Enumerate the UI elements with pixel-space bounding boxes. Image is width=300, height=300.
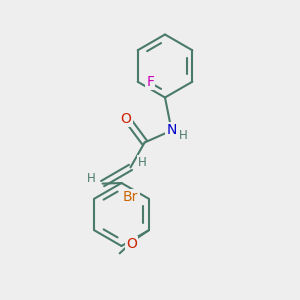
Text: H: H	[87, 172, 96, 185]
Text: O: O	[126, 237, 137, 251]
Text: N: N	[167, 124, 177, 137]
Text: F: F	[146, 75, 154, 89]
Text: H: H	[178, 129, 188, 142]
Text: Br: Br	[123, 190, 139, 204]
Text: H: H	[137, 155, 146, 169]
Text: O: O	[121, 112, 131, 126]
